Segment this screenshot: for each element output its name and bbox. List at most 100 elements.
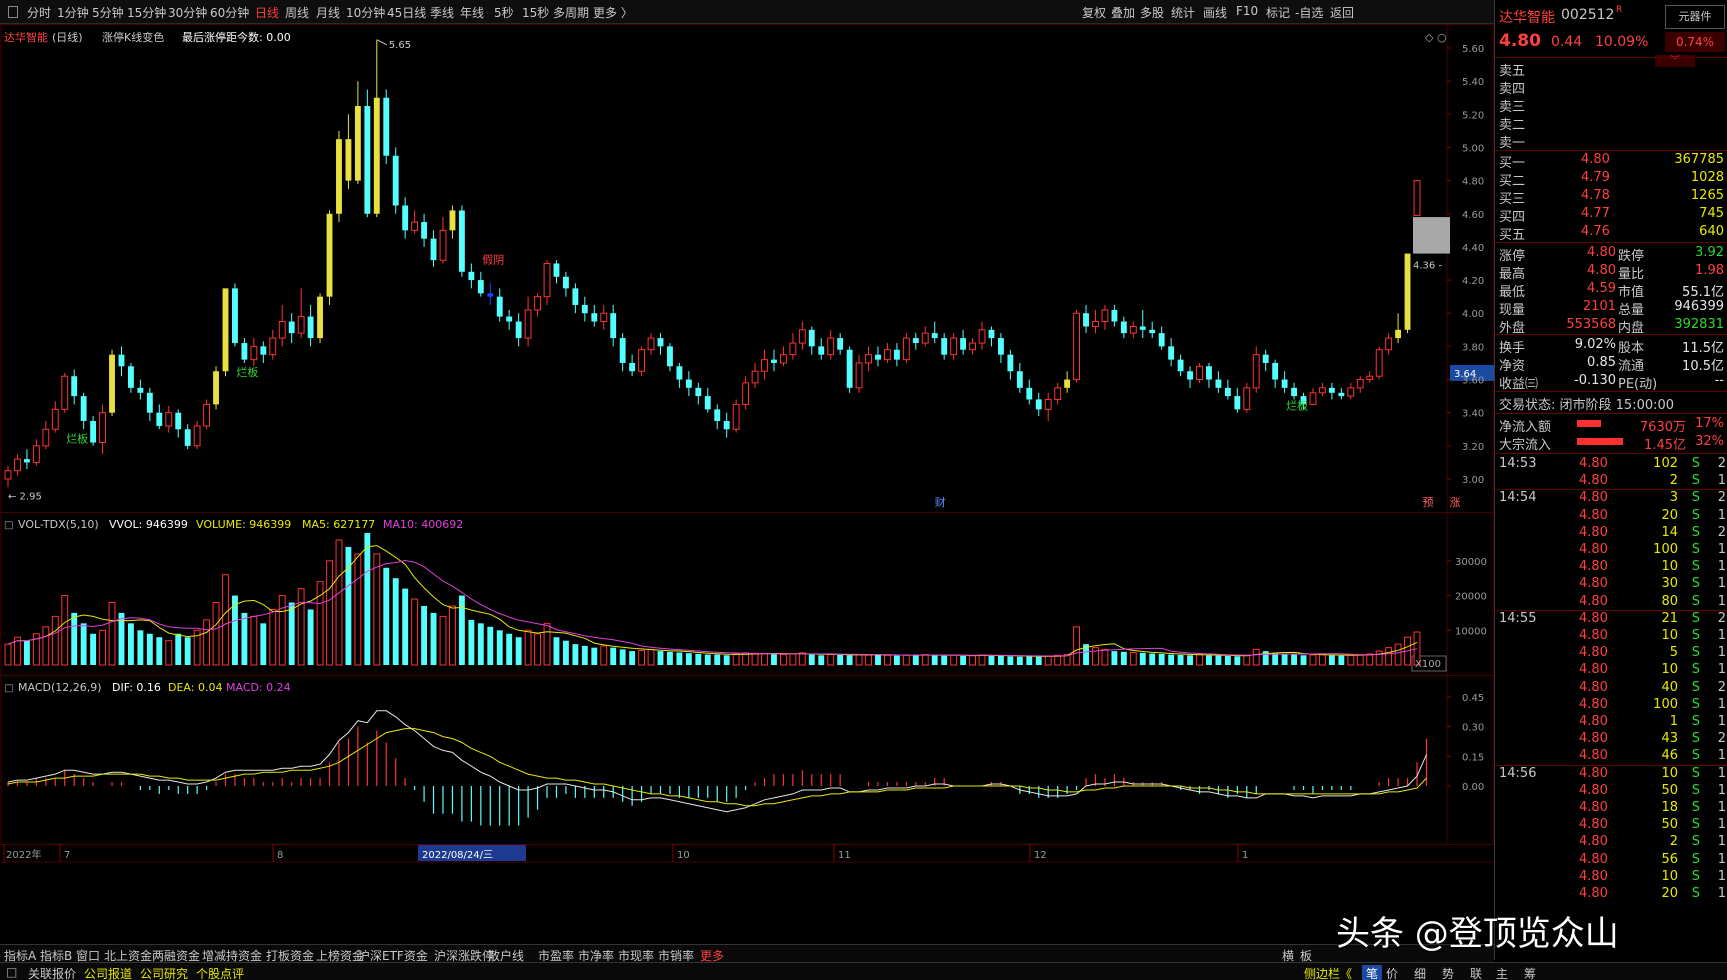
- candle: [147, 388, 153, 421]
- period-tab-11[interactable]: 季线: [430, 4, 454, 21]
- period-tab-14[interactable]: 15秒: [522, 4, 549, 21]
- volume-bar: [289, 603, 295, 666]
- detail-tab-0[interactable]: 笔: [1362, 965, 1382, 980]
- price-box-label: 4.36 -: [1413, 261, 1442, 272]
- period-tab-13[interactable]: 5秒: [494, 4, 514, 21]
- volume-bar: [1093, 648, 1099, 665]
- period-tab-7[interactable]: 周线: [285, 4, 309, 21]
- candle-body: [724, 421, 730, 429]
- detail-tab-6[interactable]: 筹: [1524, 965, 1536, 980]
- candle: [1357, 376, 1363, 393]
- volume-bar-body: [1121, 652, 1127, 665]
- toolbar-action-2[interactable]: 多股: [1140, 4, 1164, 21]
- period-tab-3[interactable]: 15分钟: [127, 4, 166, 21]
- volume-bar: [1159, 654, 1165, 665]
- volume-bar: [128, 623, 134, 665]
- tick-side: S: [1692, 645, 1700, 660]
- tick-volume: 10: [1661, 869, 1678, 884]
- period-tab-9[interactable]: 10分钟: [346, 4, 385, 21]
- period-tab-12[interactable]: 年线: [460, 4, 484, 21]
- bottom-link-0[interactable]: 关联报价: [28, 965, 76, 980]
- sidebar-toggle[interactable]: 侧边栏《: [1304, 965, 1352, 980]
- volume-bar-body: [610, 648, 616, 665]
- candle-body: [1074, 313, 1080, 379]
- toolbar-action-0[interactable]: 复权: [1082, 4, 1106, 21]
- volume-bar: [989, 655, 995, 665]
- volume-bar-body: [695, 654, 701, 665]
- candle-body: [450, 210, 456, 230]
- detail-tab-5[interactable]: 主: [1496, 965, 1508, 980]
- bottom-link-3[interactable]: 个股点评: [196, 965, 244, 980]
- period-tab-0[interactable]: 分时: [27, 4, 51, 21]
- period-tab-1[interactable]: 1分钟: [57, 4, 89, 21]
- rp-divider-stats: [1495, 334, 1727, 335]
- stat-value: 3.92: [1695, 245, 1724, 260]
- period-tab-16[interactable]: 更多 〉: [593, 4, 633, 21]
- volume-bar: [629, 651, 635, 665]
- volume-bar: [251, 616, 257, 665]
- tick-price: 4.80: [1579, 490, 1608, 505]
- toolbar-action-7[interactable]: -自选: [1295, 4, 1323, 21]
- toolbar-action-5[interactable]: F10: [1236, 4, 1258, 18]
- volume-bar-body: [506, 634, 512, 665]
- candle: [1168, 338, 1174, 366]
- period-tab-2[interactable]: 5分钟: [92, 4, 124, 21]
- tick-price: 4.80: [1579, 559, 1608, 574]
- period-tab-4[interactable]: 30分钟: [168, 4, 207, 21]
- toolbar-action-1[interactable]: 叠加: [1111, 4, 1135, 21]
- candle-body: [1083, 313, 1089, 326]
- volume-bar-body: [686, 653, 692, 665]
- candle-body: [194, 426, 200, 446]
- volume-bar-body: [903, 655, 909, 665]
- toolbar-action-4[interactable]: 画线: [1203, 4, 1227, 21]
- detail-tab-3[interactable]: 势: [1442, 965, 1454, 980]
- tick-price: 4.80: [1579, 800, 1608, 815]
- candle-body: [856, 363, 862, 388]
- candle: [970, 338, 976, 355]
- sector-button[interactable]: 元器件: [1665, 5, 1725, 29]
- tick-volume: 30: [1661, 576, 1678, 591]
- volume-bar-body: [137, 630, 143, 665]
- volume-bar-body: [941, 656, 947, 665]
- stat-row-5: 换手 9.02% 股本 11.5亿: [1495, 336, 1727, 354]
- kline-chart[interactable]: 5.60 5.40 5.20 5.00 4.80 4.60 4.40 4.20 4.00 3.80…: [0, 24, 1494, 944]
- volume-bar: [875, 655, 881, 665]
- period-tab-15[interactable]: 多周期: [553, 4, 589, 21]
- period-tab-5[interactable]: 60分钟: [210, 4, 249, 21]
- candle: [1197, 363, 1203, 383]
- detail-tab-1[interactable]: 价: [1386, 965, 1398, 980]
- volume-bar-body: [1291, 655, 1297, 665]
- volume-bar: [894, 656, 900, 665]
- volume-bar-body: [866, 655, 872, 665]
- status-square-icon[interactable]: □: [6, 965, 17, 979]
- layout-icon[interactable]: [8, 6, 18, 18]
- price-change: 0.44: [1551, 34, 1582, 50]
- bottom-link-1[interactable]: 公司报道: [84, 965, 132, 980]
- tick-price: 4.80: [1579, 611, 1608, 626]
- volume-bar: [100, 630, 106, 665]
- volume-bar: [1178, 655, 1184, 665]
- candle: [1130, 322, 1136, 339]
- candle-body: [345, 139, 351, 180]
- detail-tab-4[interactable]: 联: [1470, 965, 1482, 980]
- toolbar-action-8[interactable]: 返回: [1330, 4, 1354, 21]
- period-tab-10[interactable]: 45日线: [387, 4, 426, 21]
- candle: [81, 393, 87, 429]
- high-label: 5.65: [389, 40, 411, 51]
- toolbar-action-6[interactable]: 标记: [1266, 4, 1290, 21]
- volume-bar-body: [960, 656, 966, 665]
- detail-tab-2[interactable]: 细: [1414, 965, 1426, 980]
- volume-bar-body: [383, 568, 389, 665]
- volume-bar-body: [166, 641, 172, 665]
- volume-bar-body: [676, 653, 682, 666]
- toolbar-action-3[interactable]: 统计: [1171, 4, 1195, 21]
- period-tab-6[interactable]: 日线: [255, 4, 279, 21]
- volume-bar: [563, 641, 569, 665]
- volume-bar: [431, 613, 437, 665]
- bid-row-2: 买三 4.78 1265: [1495, 187, 1727, 205]
- volume-bar-body: [1357, 655, 1363, 665]
- period-tab-8[interactable]: 月线: [316, 4, 340, 21]
- candle: [960, 330, 966, 355]
- volume-bar-body: [1338, 656, 1344, 665]
- bottom-link-2[interactable]: 公司研究: [140, 965, 188, 980]
